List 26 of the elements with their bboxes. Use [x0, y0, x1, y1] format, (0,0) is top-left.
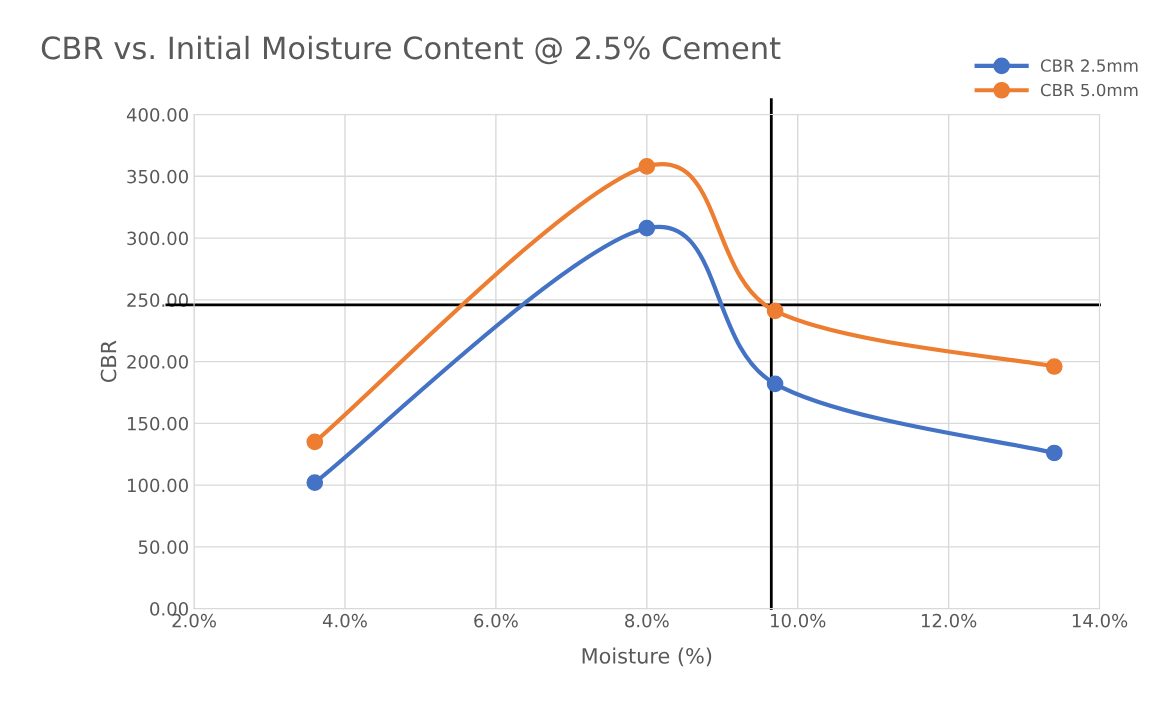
y-tick-label: 50.00 [138, 540, 188, 554]
x-tick-label: 12.0% [921, 613, 977, 628]
point [1045, 444, 1063, 462]
x-tick-label: 8.0% [625, 613, 669, 628]
x-tick-label: 10.0% [771, 613, 826, 628]
y-tick-label: 100.00 [127, 478, 188, 493]
x-tick-label: 14.0% [1072, 613, 1128, 628]
point [766, 375, 784, 393]
y-tick-label: 150.00 [127, 416, 188, 431]
point [766, 302, 784, 320]
point [306, 433, 324, 451]
legend-label: CBR 5.0mm [1040, 83, 1138, 97]
point [1045, 358, 1063, 375]
x-tick-label: 4.0% [322, 613, 367, 628]
y-axis-title: CBR [100, 340, 117, 383]
x-axis-title: Moisture (%) [582, 647, 712, 667]
y-tick-label: 200.00 [127, 355, 188, 369]
x-tick-label: 6.0% [474, 613, 518, 628]
point [638, 219, 656, 237]
y-tick-label: 350.00 [127, 169, 188, 184]
y-tick-label: 400.00 [126, 108, 188, 122]
legend-label: CBR 2.5mm [1040, 59, 1138, 72]
y-tick-label: 300.00 [127, 231, 188, 246]
point [638, 158, 656, 175]
chart-title: CBR vs. Initial Moisture Content @ 2.5% Cement [41, 35, 781, 65]
point [306, 474, 324, 491]
